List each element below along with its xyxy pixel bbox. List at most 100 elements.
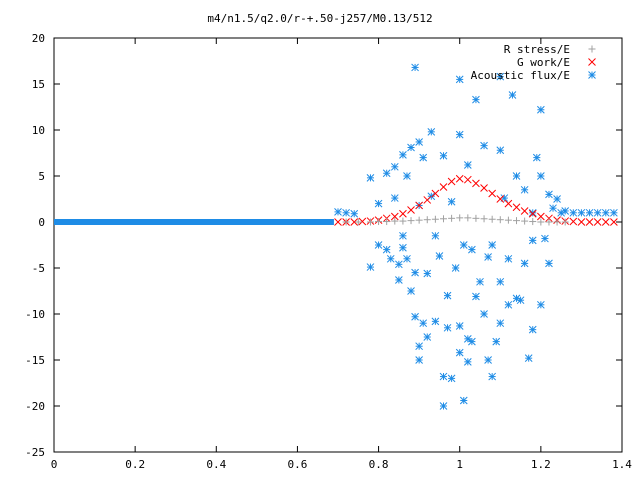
data-point <box>561 218 569 226</box>
data-point <box>374 199 383 208</box>
data-point <box>354 218 362 226</box>
data-point <box>593 218 602 226</box>
data-point <box>524 354 533 363</box>
y-tick-label: -20 <box>25 400 45 413</box>
data-point <box>423 333 432 341</box>
data-point <box>610 208 618 217</box>
data-point <box>480 310 488 318</box>
data-point <box>545 218 553 226</box>
data-point <box>415 356 423 364</box>
data-point <box>415 216 423 224</box>
data-point <box>403 254 411 263</box>
data-point <box>545 259 553 268</box>
y-tick-label: 20 <box>32 32 45 45</box>
data-point <box>390 194 399 202</box>
data-point <box>463 161 472 169</box>
data-point <box>484 253 492 261</box>
data-point <box>334 208 342 216</box>
data-point <box>472 95 480 104</box>
data-point <box>439 183 448 191</box>
data-point <box>585 218 594 226</box>
data-point <box>610 218 618 226</box>
plot-frame <box>53 37 623 453</box>
data-point <box>455 322 464 330</box>
data-point <box>342 218 350 226</box>
data-point <box>443 291 452 300</box>
data-point <box>537 212 545 221</box>
data-point <box>419 153 428 162</box>
data-point <box>399 209 407 218</box>
data-point <box>455 75 464 84</box>
data-point <box>512 172 521 180</box>
series-1 <box>334 174 618 226</box>
data-point <box>484 356 492 364</box>
data-point <box>520 207 529 215</box>
data-point <box>423 196 432 204</box>
data-point <box>407 143 415 152</box>
y-tick-label: -15 <box>25 354 45 367</box>
data-point <box>480 184 488 192</box>
data-point <box>488 215 496 223</box>
data-point <box>496 195 505 203</box>
data-point <box>468 245 476 254</box>
data-point <box>585 208 594 217</box>
data-point <box>456 214 464 222</box>
x-tick-label: 0.2 <box>125 458 145 471</box>
data-point <box>528 325 537 334</box>
x-tick-label: 0.8 <box>369 458 389 471</box>
data-point <box>447 197 456 206</box>
data-point <box>513 217 521 225</box>
data-point <box>415 138 423 146</box>
data-point <box>464 214 472 222</box>
data-point <box>451 264 460 272</box>
data-point <box>411 268 419 277</box>
legend-marker <box>588 58 596 66</box>
data-point <box>496 146 505 155</box>
data-point <box>520 259 529 268</box>
y-tick-label: -25 <box>25 446 45 459</box>
data-point <box>399 150 407 159</box>
data-point <box>439 402 448 410</box>
data-point <box>431 215 439 223</box>
data-point <box>463 175 472 184</box>
data-point <box>537 300 545 309</box>
data-point <box>520 185 529 194</box>
data-point <box>375 218 383 226</box>
data-point <box>528 209 537 218</box>
data-point <box>488 189 497 198</box>
y-tick-label: -10 <box>25 308 45 321</box>
data-point <box>411 63 419 72</box>
data-point <box>463 357 472 366</box>
data-point <box>532 153 541 162</box>
legend-label: G work/E <box>517 56 570 69</box>
data-point <box>399 217 407 225</box>
x-tick-label: 0.4 <box>206 458 226 471</box>
data-point <box>553 195 561 203</box>
data-point <box>334 218 342 226</box>
x-tick-label: 0 <box>51 458 58 471</box>
data-point <box>472 214 480 222</box>
data-point <box>545 214 553 223</box>
data-point <box>537 105 545 114</box>
data-point <box>528 236 537 245</box>
data-point <box>391 217 399 225</box>
data-point <box>549 204 557 213</box>
legend-marker <box>588 45 596 53</box>
data-point <box>545 190 553 199</box>
data-point <box>529 218 537 226</box>
data-point <box>403 172 411 180</box>
data-point <box>496 277 505 286</box>
data-point <box>496 216 504 224</box>
data-point <box>374 241 383 249</box>
data-point <box>439 372 448 381</box>
data-point <box>447 177 456 186</box>
data-point <box>415 201 423 210</box>
data-point <box>358 217 367 226</box>
ticks: 0 0.2 0.4 0.6 0.8 1 1.2 1.4 20 15 10 5 0 -5 -10 -15 -20 -… <box>25 32 632 471</box>
data-point <box>504 300 513 309</box>
data-point <box>577 208 586 217</box>
x-tick-label: 1.2 <box>531 458 551 471</box>
data-point <box>448 214 456 222</box>
data-point <box>431 189 440 198</box>
data-point <box>480 141 488 150</box>
